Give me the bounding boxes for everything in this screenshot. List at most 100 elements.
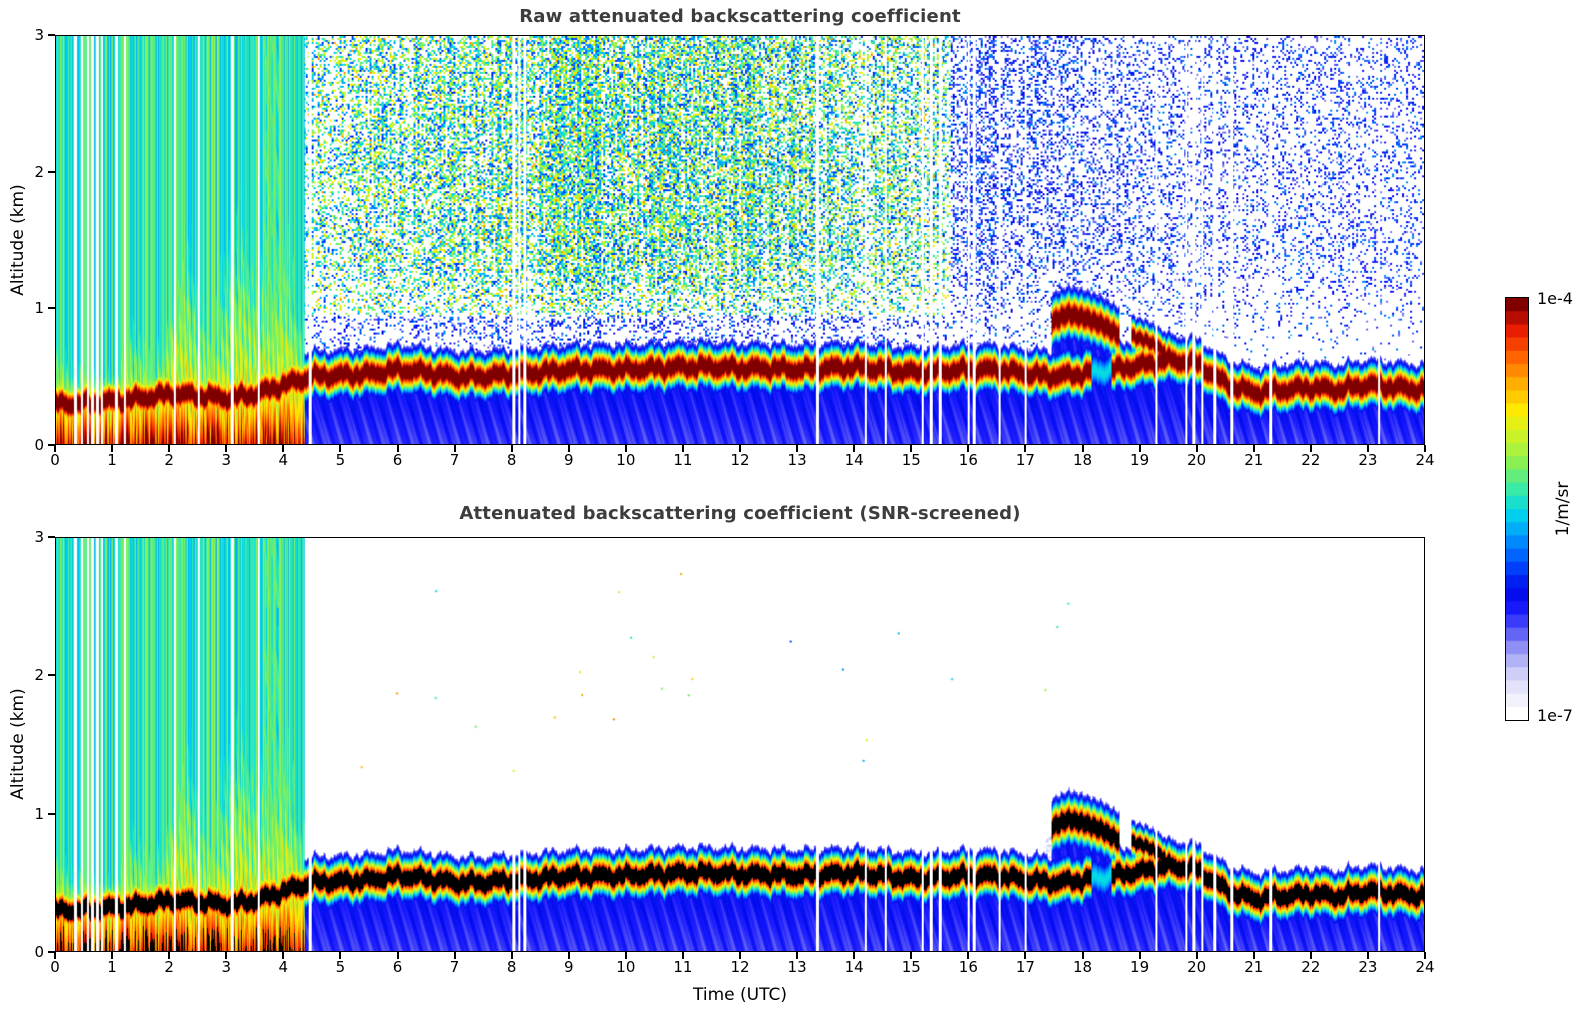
x-tick-mark [910,445,913,452]
x-tick-mark [54,445,56,452]
y-tick-mark [48,812,55,815]
x-tick-label: 7 [449,958,460,976]
x-tick-mark [1195,445,1198,452]
x-tick-mark [510,445,513,452]
x-tick-label: 14 [844,451,864,469]
x-tick-mark [1081,445,1084,452]
x-tick-label: 14 [844,958,864,976]
x-tick-label: 5 [335,958,346,976]
x-tick-label: 15 [901,958,921,976]
x-tick-mark [339,952,342,959]
x-tick-mark [1024,445,1027,452]
x-tick-mark [1252,952,1255,959]
x-tick-label: 17 [1015,958,1035,976]
x-tick-label: 9 [563,451,574,469]
x-tick-mark [567,952,570,959]
x-tick-mark [796,952,799,959]
x-tick-label: 13 [787,451,807,469]
x-tick-mark [1081,952,1084,959]
y-tick-label: 3 [34,528,44,546]
x-tick-label: 16 [958,958,978,976]
x-tick-mark [396,952,399,959]
x-tick-mark [453,952,456,959]
x-tick-label: 13 [787,958,807,976]
x-tick-mark [1424,952,1426,959]
x-tick-label: 19 [1130,451,1150,469]
colorbar-max-label: 1e-4 [1537,289,1573,308]
x-tick-mark [1366,445,1369,452]
x-tick-mark [396,445,399,452]
x-tick-label: 15 [901,451,921,469]
x-tick-label: 12 [730,451,750,469]
x-tick-mark [681,952,684,959]
x-tick-mark [796,445,799,452]
x-tick-mark [1309,445,1312,452]
raw-heatmap-panel [55,35,1425,445]
y-tick-label: 0 [34,436,44,454]
x-tick-mark [739,952,741,959]
x-tick-mark [168,445,171,452]
x-tick-label: 3 [221,958,232,976]
x-tick-mark [111,952,114,959]
x-tick-mark [1424,445,1426,452]
x-tick-mark [453,445,456,452]
x-tick-mark [225,445,228,452]
x-tick-label: 6 [392,451,403,469]
colorbar-min-label: 1e-7 [1537,706,1573,725]
x-tick-label: 4 [278,451,289,469]
x-tick-label: 9 [563,958,574,976]
y-tick-label: 2 [34,162,44,181]
y-tick-mark [48,170,55,173]
x-tick-label: 4 [278,958,289,976]
x-tick-label: 21 [1244,451,1264,469]
x-tick-mark [1309,952,1312,959]
top-y-axis-label: Altitude (km) [8,184,28,296]
x-tick-label: 19 [1130,958,1150,976]
x-tick-label: 8 [506,451,517,469]
x-tick-mark [225,952,228,959]
x-tick-label: 11 [673,451,693,469]
x-tick-label: 23 [1358,451,1378,469]
x-tick-mark [1366,952,1369,959]
screened-heatmap-canvas [56,538,1424,951]
x-tick-mark [567,445,570,452]
x-tick-mark [624,952,627,959]
x-tick-label: 5 [335,451,346,469]
colorbar-unit-label: 1/m/sr [1553,481,1573,537]
colorbar [1505,297,1529,721]
x-tick-label: 10 [616,958,636,976]
x-tick-mark [111,445,114,452]
bottom-y-axis-label: Altitude (km) [8,688,28,800]
x-tick-mark [967,445,970,452]
x-tick-mark [54,952,56,959]
x-tick-label: 2 [164,958,174,976]
y-tick-mark [48,444,55,446]
y-tick-mark [48,536,55,538]
x-tick-mark [681,445,684,452]
x-tick-label: 16 [958,451,978,469]
x-tick-mark [1138,952,1141,959]
x-tick-label: 0 [50,451,60,469]
x-tick-mark [1138,445,1141,452]
x-axis-label: Time (UTC) [693,985,787,1005]
y-tick-label: 1 [34,804,44,823]
x-tick-label: 20 [1187,451,1207,469]
x-tick-mark [339,445,342,452]
x-tick-label: 22 [1301,958,1321,976]
x-tick-label: 17 [1015,451,1035,469]
x-tick-label: 11 [673,958,693,976]
x-tick-label: 0 [50,958,60,976]
x-tick-label: 21 [1244,958,1264,976]
x-tick-mark [910,952,913,959]
x-tick-label: 24 [1415,958,1435,976]
x-tick-label: 7 [449,451,460,469]
x-tick-mark [853,952,856,959]
x-tick-mark [1024,952,1027,959]
x-tick-label: 24 [1415,451,1435,469]
x-tick-label: 6 [392,958,403,976]
x-tick-mark [282,952,285,959]
x-tick-mark [168,952,171,959]
y-tick-mark [48,674,55,677]
x-tick-mark [624,445,627,452]
colorbar-canvas [1506,298,1528,720]
